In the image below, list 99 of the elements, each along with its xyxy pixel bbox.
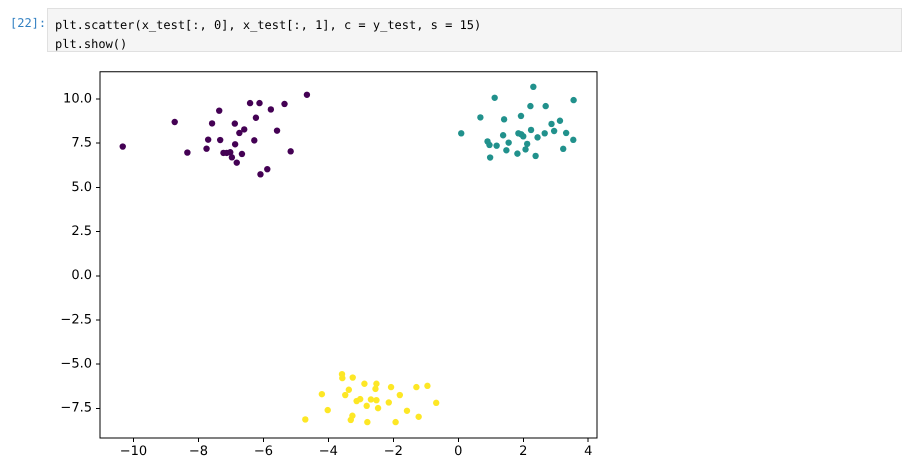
point (548, 120, 555, 128)
point (493, 142, 500, 149)
point (252, 114, 260, 121)
point (241, 126, 248, 133)
point (530, 84, 537, 90)
point (274, 127, 280, 134)
point (342, 392, 348, 398)
point (216, 107, 222, 114)
point (570, 96, 577, 104)
point (304, 92, 310, 98)
point (204, 136, 212, 143)
point (514, 150, 521, 157)
text: plt.scatter(x_test[:, 0], x_test[:, 1], c = y_test, s = 15) (55, 17, 482, 34)
point (268, 106, 274, 113)
point (570, 136, 576, 144)
point (528, 126, 534, 134)
point (216, 136, 224, 144)
point (339, 374, 346, 382)
point (388, 384, 394, 390)
point (172, 118, 178, 126)
point (264, 166, 270, 172)
point (534, 134, 541, 141)
point (228, 154, 236, 161)
point (120, 143, 126, 150)
point (491, 94, 498, 101)
y-tick-label: −2.5 (60, 312, 92, 328)
point (361, 380, 368, 387)
point (318, 390, 326, 398)
point (236, 130, 243, 136)
y-tick-label: 0.0 (71, 268, 92, 284)
point (550, 128, 558, 134)
y-tick-label: −5.0 (60, 356, 92, 372)
point (287, 148, 294, 155)
x-tick-label: −6 (254, 444, 273, 460)
point (518, 112, 524, 120)
point (560, 146, 566, 152)
point (486, 142, 493, 148)
point (372, 386, 379, 392)
point (505, 139, 512, 146)
point (477, 114, 484, 121)
point (246, 100, 254, 106)
point (532, 152, 539, 160)
y-tick-label: 2.5 (71, 224, 92, 239)
point (368, 396, 374, 403)
point (522, 146, 529, 153)
point (238, 150, 246, 158)
x-tick-label: 2 (519, 444, 528, 460)
point (374, 404, 382, 412)
y-tick-label: 5.0 (71, 180, 92, 195)
y-tick-label: −7.5 (60, 400, 92, 416)
point (373, 380, 380, 387)
point (500, 132, 506, 138)
x-tick-label: −2 (384, 444, 403, 460)
point (527, 102, 534, 110)
point (184, 149, 191, 156)
y-tick-label: 7.5 (71, 136, 92, 151)
point (562, 130, 570, 136)
y-tick-label: 10.0 (63, 91, 92, 106)
point (364, 418, 371, 426)
point (424, 382, 431, 390)
point (350, 374, 356, 381)
text: plt.show() (55, 36, 128, 53)
point (503, 147, 510, 154)
point (208, 120, 216, 127)
point (524, 140, 530, 148)
point (346, 386, 352, 393)
x-tick-label: 0 (454, 444, 462, 460)
point (433, 400, 440, 406)
point (500, 116, 508, 123)
point (232, 141, 238, 148)
point (234, 159, 240, 166)
point (413, 384, 420, 390)
point (203, 145, 210, 152)
point (257, 171, 264, 178)
point (404, 408, 410, 414)
point (348, 416, 354, 424)
text: [22]: (10, 16, 46, 30)
x-tick-label: 4 (584, 444, 592, 460)
x-tick-label: −10 (120, 444, 148, 460)
x-tick-label: −8 (188, 444, 208, 460)
point (486, 154, 494, 161)
point (324, 406, 331, 414)
point (232, 120, 238, 127)
x-tick-label: −4 (318, 444, 338, 460)
point (256, 100, 263, 106)
point (392, 418, 399, 426)
point (356, 396, 364, 402)
point (415, 414, 422, 420)
point (556, 118, 564, 124)
point (251, 137, 258, 144)
point (396, 392, 404, 398)
point (302, 416, 308, 423)
point (458, 130, 464, 137)
point (363, 402, 370, 410)
point (386, 399, 392, 406)
point (373, 396, 380, 404)
point (542, 102, 549, 110)
point (281, 100, 288, 108)
point (542, 130, 548, 137)
